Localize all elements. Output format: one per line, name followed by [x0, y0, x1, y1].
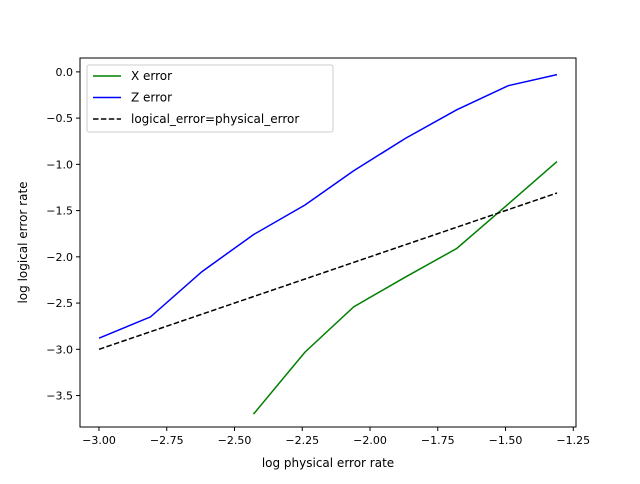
y-tick-label: −0.5 [46, 112, 73, 125]
legend-label-0: X error [131, 69, 172, 83]
x-axis-label: log physical error rate [262, 456, 394, 470]
series-line-1 [98, 73, 558, 339]
legend-label-2: logical_error=physical_error [131, 112, 299, 126]
legend-box [86, 64, 334, 133]
x-tick-label: −1.75 [421, 434, 455, 447]
legend-label-1: Z error [131, 91, 172, 105]
x-tick-label: −1.25 [556, 434, 590, 447]
y-tick-label: −2.5 [46, 297, 73, 310]
y-tick-label: −3.5 [46, 390, 73, 403]
y-tick-label: −3.0 [46, 343, 73, 356]
series-layer [98, 73, 558, 415]
y-tick-label: 0.0 [56, 66, 74, 79]
x-tick-label: −2.00 [353, 434, 387, 447]
y-tick-label: −1.5 [46, 205, 73, 218]
x-tick-label: −1.50 [489, 434, 523, 447]
series-line-2 [98, 192, 558, 351]
y-axis-label: log logical error rate [16, 181, 30, 303]
plot-frame [79, 57, 577, 428]
tick-layer: −3.00 −2.75 −2.50 −2.25 −2.00 −1.75 −1.50 −1.25… [46, 66, 590, 447]
x-tick-label: −2.50 [218, 434, 252, 447]
x-tick-label: −3.00 [82, 434, 116, 447]
x-tick-label: −2.75 [150, 434, 184, 447]
series-line-0 [252, 161, 558, 415]
y-tick-label: −2.0 [46, 251, 73, 264]
legend: X error Z error logical_error=physical_err… [86, 64, 334, 133]
y-tick-label: −1.0 [46, 158, 73, 171]
x-tick-label: −2.25 [285, 434, 319, 447]
